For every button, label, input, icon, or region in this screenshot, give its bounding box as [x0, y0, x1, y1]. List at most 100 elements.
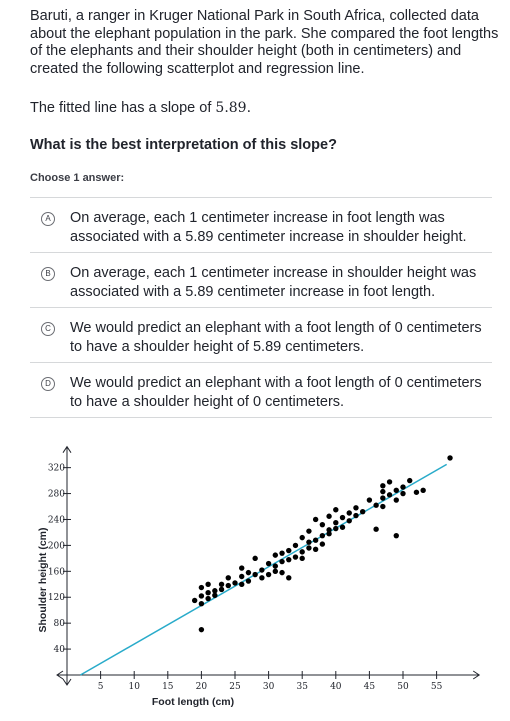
x-tick-label: 55	[431, 682, 443, 692]
data-point	[319, 541, 326, 547]
y-tick-label: 320	[48, 464, 65, 474]
data-point	[252, 555, 258, 562]
x-tick-label: 40	[330, 682, 342, 692]
data-point	[386, 492, 393, 498]
data-point	[292, 554, 299, 560]
data-point	[333, 507, 339, 513]
x-tick-label: 5	[98, 682, 104, 692]
data-point	[299, 534, 305, 541]
choice-text: On average, each 1 centimeter increase i…	[70, 264, 490, 301]
data-point	[279, 558, 285, 565]
data-point	[326, 531, 332, 537]
passage-line: about the elephant population in the par…	[30, 25, 499, 42]
data-point	[198, 626, 205, 633]
data-point	[312, 546, 319, 552]
data-point	[386, 479, 393, 485]
choice-d[interactable]: D We would predict an elephant with a fo…	[30, 362, 492, 418]
choice-letter: A	[41, 212, 55, 226]
data-point	[198, 601, 205, 607]
data-point	[400, 490, 406, 497]
question-prompt: What is the best interpretation of this …	[30, 137, 337, 153]
choice-line: to have a shoulder height of 5.89 centim…	[70, 338, 365, 355]
data-point	[346, 518, 352, 524]
choice-letter: B	[41, 267, 55, 281]
choice-line: associated with a 5.89 centimeter increa…	[70, 228, 467, 245]
passage-line: of the elephants and their shoulder heig…	[30, 43, 462, 59]
data-point	[413, 489, 420, 495]
data-point	[198, 584, 205, 591]
slope-statement: The fitted line has a slope of 5.89.	[30, 100, 251, 116]
x-axis-label: Foot length (cm)	[152, 696, 234, 708]
data-point	[265, 571, 272, 578]
y-axis-arrow	[62, 678, 72, 686]
data-point	[292, 542, 299, 549]
choice-line: On average, each 1 centimeter increase i…	[70, 265, 477, 281]
data-point	[212, 592, 218, 598]
choose-label: Choose 1 answer:	[30, 172, 125, 184]
x-tick-label: 35	[296, 682, 308, 692]
data-point	[333, 525, 339, 532]
data-point	[286, 547, 292, 554]
data-point	[218, 586, 225, 593]
slope-value: 5.89.	[215, 100, 252, 116]
slope-text: The fitted line has a slope of	[30, 100, 212, 116]
x-tick-label: 50	[397, 682, 409, 692]
data-point	[312, 537, 319, 543]
data-point	[346, 510, 352, 516]
data-point	[380, 483, 386, 489]
x-axis-arrow	[56, 670, 64, 680]
y-tick-label: 80	[54, 619, 66, 629]
data-point	[225, 582, 231, 589]
data-point	[259, 567, 265, 573]
data-point	[319, 532, 326, 539]
axes: 5 10 15 20 25 30 35 40 45 50 55 40 80 120 160 200 240 280…	[48, 445, 481, 692]
data-point	[393, 487, 399, 494]
data-point	[306, 545, 312, 551]
x-tick-label: 10	[128, 682, 140, 692]
choice-text: On average, each 1 centimeter increase i…	[70, 209, 490, 246]
data-points	[191, 455, 453, 633]
data-point	[319, 521, 326, 528]
data-point	[359, 509, 366, 515]
data-point	[279, 550, 285, 556]
data-point	[312, 516, 319, 523]
data-point	[198, 593, 205, 599]
data-point	[286, 575, 292, 581]
x-tick-label: 20	[196, 682, 208, 692]
data-point	[225, 575, 231, 581]
data-point	[299, 555, 305, 562]
x-tick-label: 30	[263, 682, 275, 692]
data-point	[239, 581, 245, 587]
y-tick-label: 160	[48, 567, 65, 577]
data-point	[407, 477, 413, 484]
data-point	[252, 571, 258, 578]
data-point	[239, 565, 245, 571]
data-point	[218, 581, 225, 587]
choice-text: We would predict an elephant with a foot…	[70, 374, 490, 411]
choice-b[interactable]: B On average, each 1 centimeter increase…	[30, 252, 492, 307]
y-tick-label: 40	[54, 645, 66, 655]
data-point	[265, 560, 272, 567]
y-tick-label: 280	[48, 490, 65, 500]
data-point	[339, 524, 346, 530]
passage-line: Baruti, a ranger in Kruger National Park…	[30, 8, 479, 24]
passage: Baruti, a ranger in Kruger National Park…	[30, 8, 500, 78]
x-tick-label: 15	[162, 682, 174, 692]
data-point	[272, 568, 279, 575]
choice-a[interactable]: A On average, each 1 centimeter increase…	[30, 197, 492, 252]
answer-choices: A On average, each 1 centimeter increase…	[30, 197, 492, 418]
data-point	[339, 514, 346, 521]
scatterplot: 5 10 15 20 25 30 35 40 45 50 55 40 80 120 160 200 240 280…	[37, 445, 481, 708]
data-point	[232, 580, 238, 586]
data-point	[239, 573, 245, 580]
choice-c[interactable]: C We would predict an elephant with a fo…	[30, 307, 492, 362]
choice-text: We would predict an elephant with a foot…	[70, 319, 490, 356]
x-axis-arrow	[472, 670, 481, 680]
data-point	[299, 549, 305, 555]
data-point	[205, 590, 211, 596]
y-axis-label: Shoulder height (cm)	[37, 528, 49, 633]
choice-line: On average, each 1 centimeter increase i…	[70, 210, 445, 226]
data-point	[205, 595, 211, 602]
data-point	[245, 578, 252, 584]
y-tick-label: 240	[48, 515, 65, 525]
